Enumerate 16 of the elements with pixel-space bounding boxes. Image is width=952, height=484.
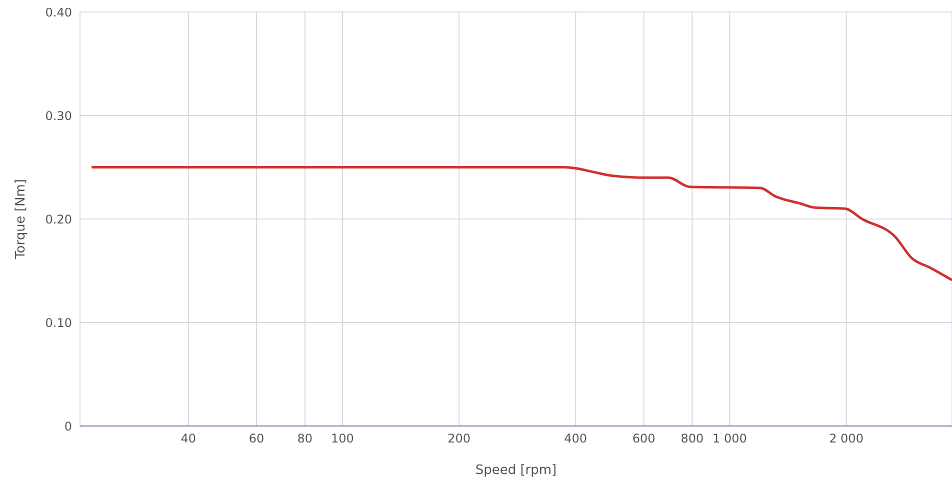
x-tick-label: 2 000 [829,432,864,446]
y-tick-label: 0.30 [45,108,72,123]
x-tick-label: 800 [680,432,704,446]
x-tick-label: 200 [448,432,470,446]
x-tick-label: 600 [632,432,656,446]
x-tick-label: 1 000 [712,432,747,446]
x-tick-label: 60 [248,432,264,446]
y-axis-title: Torque [Nm] [14,179,29,260]
x-axis-title: Speed [rpm] [475,463,557,478]
y-tick-label: 0.20 [45,212,72,226]
y-tick-label: 0 [64,419,72,434]
x-tick-label: 40 [180,432,196,446]
x-tick-label: 400 [564,432,588,446]
x-tick-label: 100 [331,432,354,446]
x-tick-label: 80 [297,432,313,446]
y-tick-label: 0.10 [45,316,72,330]
